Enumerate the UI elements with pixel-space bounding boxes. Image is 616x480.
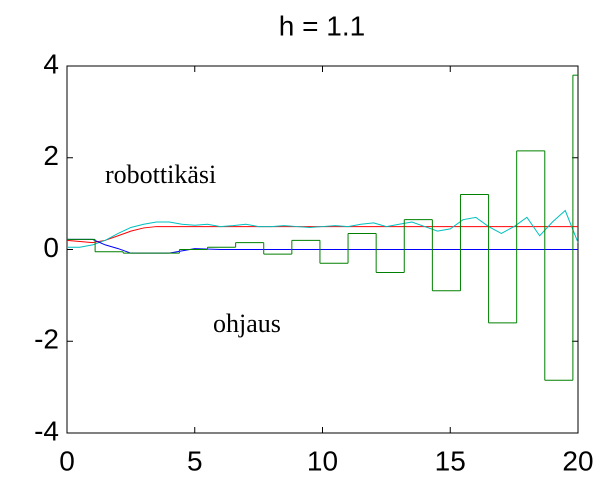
y-tick-label: -4 bbox=[34, 415, 59, 446]
y-tick-label: 2 bbox=[43, 140, 59, 171]
x-tick-label: 10 bbox=[307, 445, 338, 476]
line bbox=[66, 226, 578, 244]
annotation: robottikäsi bbox=[105, 160, 216, 189]
y-tick-label: 4 bbox=[43, 48, 59, 79]
x-tick-label: 15 bbox=[435, 445, 466, 476]
annotation: ohjaus bbox=[213, 309, 281, 338]
x-tick-label: 20 bbox=[562, 445, 593, 476]
x-tick-label: 0 bbox=[59, 445, 75, 476]
line bbox=[67, 209, 579, 248]
y-tick-label: 0 bbox=[43, 232, 59, 263]
line bbox=[67, 238, 578, 254]
x-tick-label: 5 bbox=[187, 445, 203, 476]
y-tick-label: -2 bbox=[34, 324, 59, 355]
chart-title: h = 1.1 bbox=[279, 10, 365, 41]
